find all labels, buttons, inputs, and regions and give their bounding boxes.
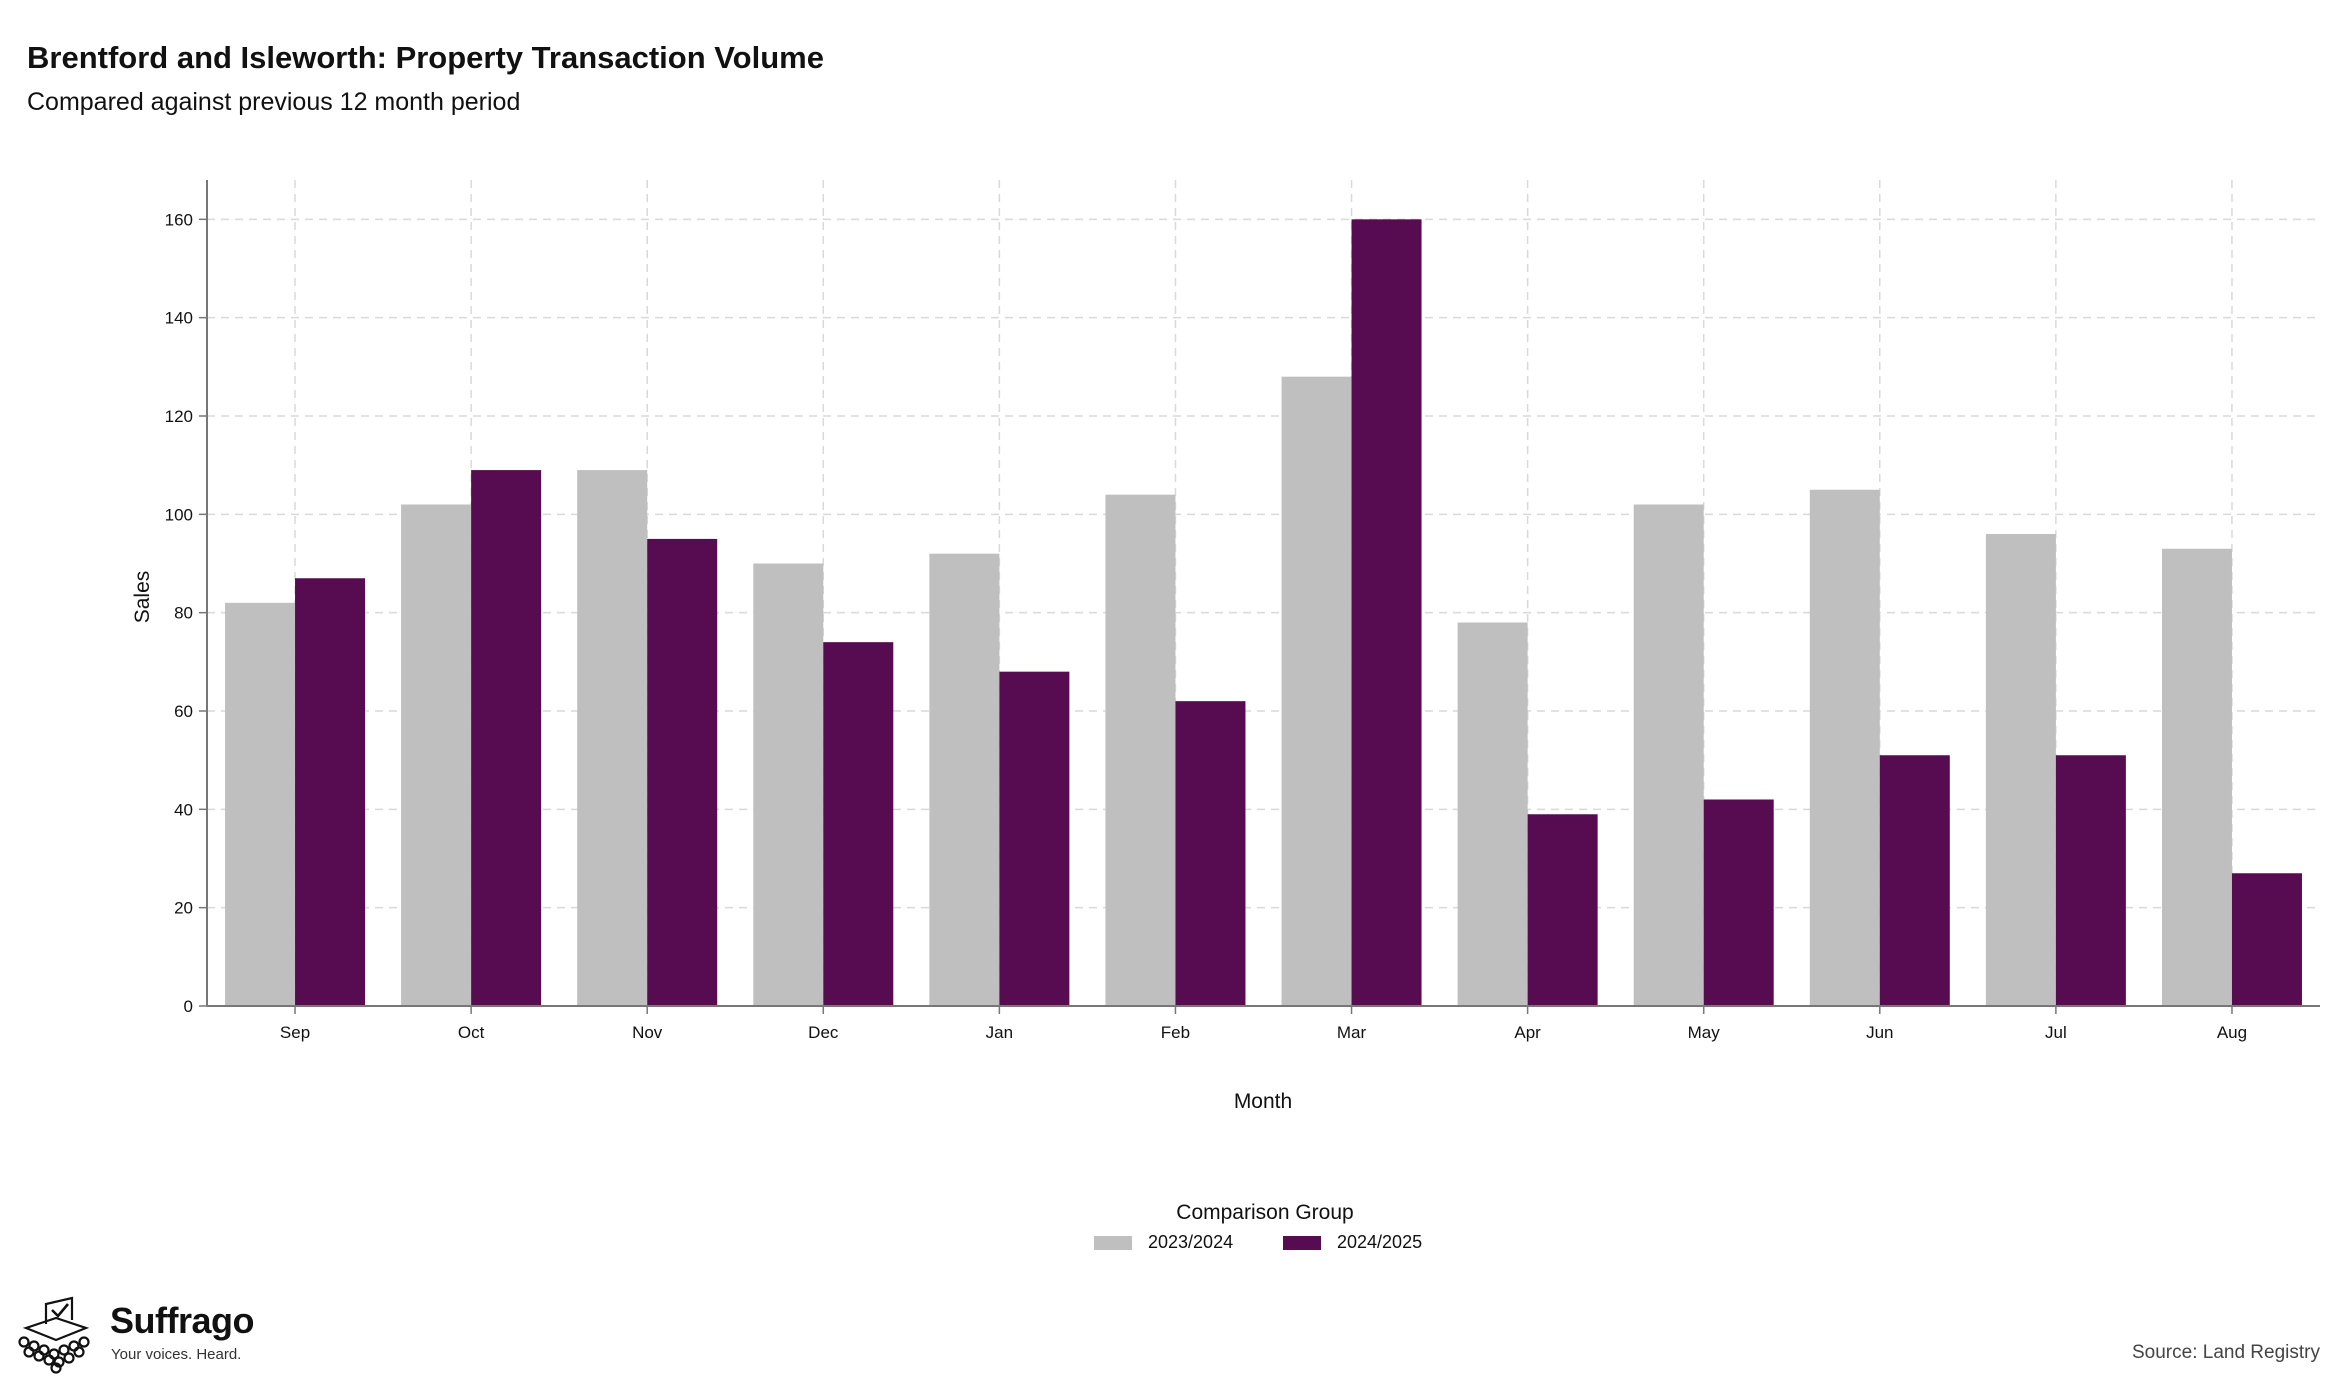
bar-chart: 0 20 40 60 80 100 120 140 160 Sep Oct Nov Dec Jan Feb M… (131, 180, 2320, 1113)
chart-subtitle: Compared against previous 12 month perio… (27, 88, 521, 116)
x-tick-label: May (1688, 1023, 1721, 1042)
chart-title: Brentford and Isleworth: Property Transa… (27, 40, 824, 75)
y-tick-label: 160 (165, 210, 193, 229)
y-tick-label: 20 (174, 899, 193, 918)
x-tick-label: Aug (2217, 1023, 2247, 1042)
legend-label-series-1: 2023/2024 (1148, 1232, 1234, 1252)
brand-tagline: Your voices. Heard. (111, 1346, 242, 1363)
legend-swatch-series-2 (1283, 1235, 1321, 1250)
y-tick-label: 0 (184, 997, 193, 1016)
bar-1-may (1633, 504, 1704, 1006)
x-tick-label: Mar (1337, 1023, 1367, 1042)
bar-2-nov (647, 538, 718, 1006)
bar-1-mar (1281, 376, 1352, 1007)
bar-2-may (1703, 799, 1774, 1006)
bar-1-nov (577, 470, 648, 1006)
bar-1-aug (2161, 548, 2232, 1006)
bar-2-feb (1175, 701, 1246, 1006)
bar-1-jan (929, 553, 1000, 1006)
bar-1-feb (1105, 494, 1176, 1006)
x-tick-label: Sep (280, 1023, 310, 1042)
legend-swatch-series-1 (1094, 1235, 1132, 1250)
ballot-box-icon (18, 1296, 90, 1374)
bar-2-mar (1351, 219, 1422, 1007)
bar-1-apr (1457, 622, 1528, 1006)
bar-2-aug (2231, 873, 2302, 1006)
bar-2-apr (1527, 814, 1598, 1006)
y-tick-label: 80 (174, 604, 193, 623)
legend-item-series-2: 2024/2025 (1283, 1232, 1422, 1253)
x-tick-label: Feb (1161, 1023, 1190, 1042)
y-tick-label: 100 (165, 505, 193, 524)
x-axis-title: Month (1234, 1090, 1292, 1113)
bars (225, 219, 2302, 1007)
axes: 0 20 40 60 80 100 120 140 160 Sep Oct Nov Dec Jan Feb M… (165, 180, 2320, 1042)
x-tick-label: Jun (1866, 1023, 1893, 1042)
bar-1-dec (753, 563, 824, 1006)
y-tick-label: 140 (165, 309, 193, 328)
legend-title: Comparison Group (1176, 1201, 1354, 1224)
y-tick-label: 60 (174, 702, 193, 721)
bar-1-jul (1985, 534, 2056, 1006)
legend-label-series-2: 2024/2025 (1337, 1232, 1423, 1252)
source-note: Source: Land Registry (2132, 1342, 2320, 1363)
brand-name: Suffrago (110, 1300, 255, 1341)
x-tick-label: Jul (2045, 1023, 2067, 1042)
x-tick-label: Oct (458, 1023, 485, 1042)
x-tick-label: Nov (632, 1023, 663, 1042)
y-axis-title: Sales (131, 571, 154, 624)
bar-2-jun (1879, 755, 1950, 1006)
legend-item-series-1: 2023/2024 (1094, 1232, 1233, 1253)
bar-1-oct (401, 504, 472, 1006)
y-tick-label: 40 (174, 800, 193, 819)
bar-2-sep (295, 578, 366, 1006)
x-tick-label: Jan (986, 1023, 1013, 1042)
bar-1-sep (225, 602, 296, 1006)
x-tick-label: Apr (1514, 1023, 1541, 1042)
bar-2-jul (2055, 755, 2126, 1006)
bar-1-jun (1809, 489, 1880, 1006)
bar-2-jan (999, 671, 1070, 1006)
bar-2-oct (471, 470, 542, 1006)
y-tick-label: 120 (165, 407, 193, 426)
bar-2-dec (823, 642, 894, 1006)
x-tick-label: Dec (808, 1023, 839, 1042)
